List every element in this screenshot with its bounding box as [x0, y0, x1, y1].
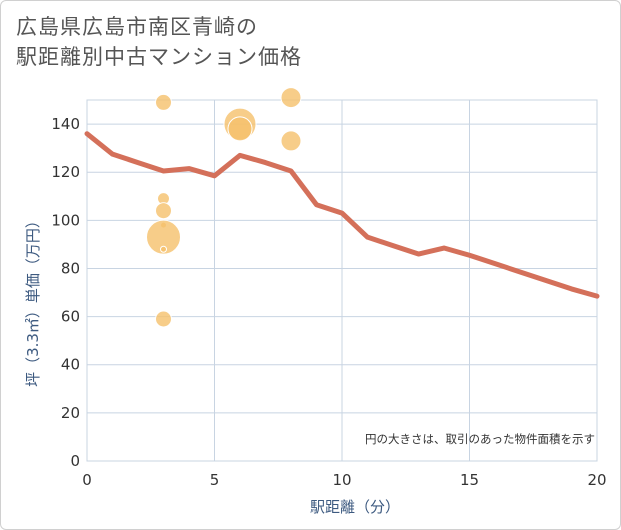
- data-bubble: [227, 116, 253, 142]
- y-axis-label: 坪（3.3㎡）単価（万円）: [24, 213, 42, 387]
- axes: 0 5 10 15 20 0 20 40 60 80 100 120 140: [51, 115, 606, 489]
- y-tick-label: 120: [51, 163, 80, 181]
- chart-title: 広島県広島市南区青崎の 駅距離別中古マンション価格: [16, 12, 302, 72]
- y-tick-label: 100: [51, 211, 80, 229]
- data-bubble: [160, 245, 167, 253]
- average-line-group: [84, 131, 600, 299]
- x-tick-label: 15: [460, 471, 479, 489]
- x-axis-label: 駅距離（分）: [310, 498, 400, 516]
- x-tick-label: 0: [82, 471, 92, 489]
- bubbles: [146, 87, 302, 328]
- data-bubble: [155, 202, 172, 220]
- y-tick-label: 20: [61, 404, 80, 422]
- data-bubble: [155, 93, 172, 111]
- y-tick-label: 40: [61, 356, 80, 374]
- data-bubble: [280, 87, 302, 109]
- x-tick-label: 20: [587, 471, 606, 489]
- average-price-line: [84, 131, 600, 299]
- y-tick-label: 60: [61, 308, 80, 326]
- size-note: 円の大きさは、取引のあった物件面積を示す: [365, 432, 595, 446]
- data-bubble: [280, 130, 302, 152]
- chart-title-line1: 広島県広島市南区青崎の: [16, 15, 258, 39]
- y-tick-label: 140: [51, 115, 80, 133]
- grid: [86, 99, 598, 462]
- data-bubble: [155, 310, 172, 328]
- x-tick-label: 5: [210, 471, 220, 489]
- chart-title-line2: 駅距離別中古マンション価格: [16, 45, 302, 69]
- data-bubble: [146, 219, 181, 255]
- y-tick-label: 0: [70, 452, 80, 470]
- y-tick-label: 80: [61, 259, 80, 277]
- x-tick-label: 10: [332, 471, 351, 489]
